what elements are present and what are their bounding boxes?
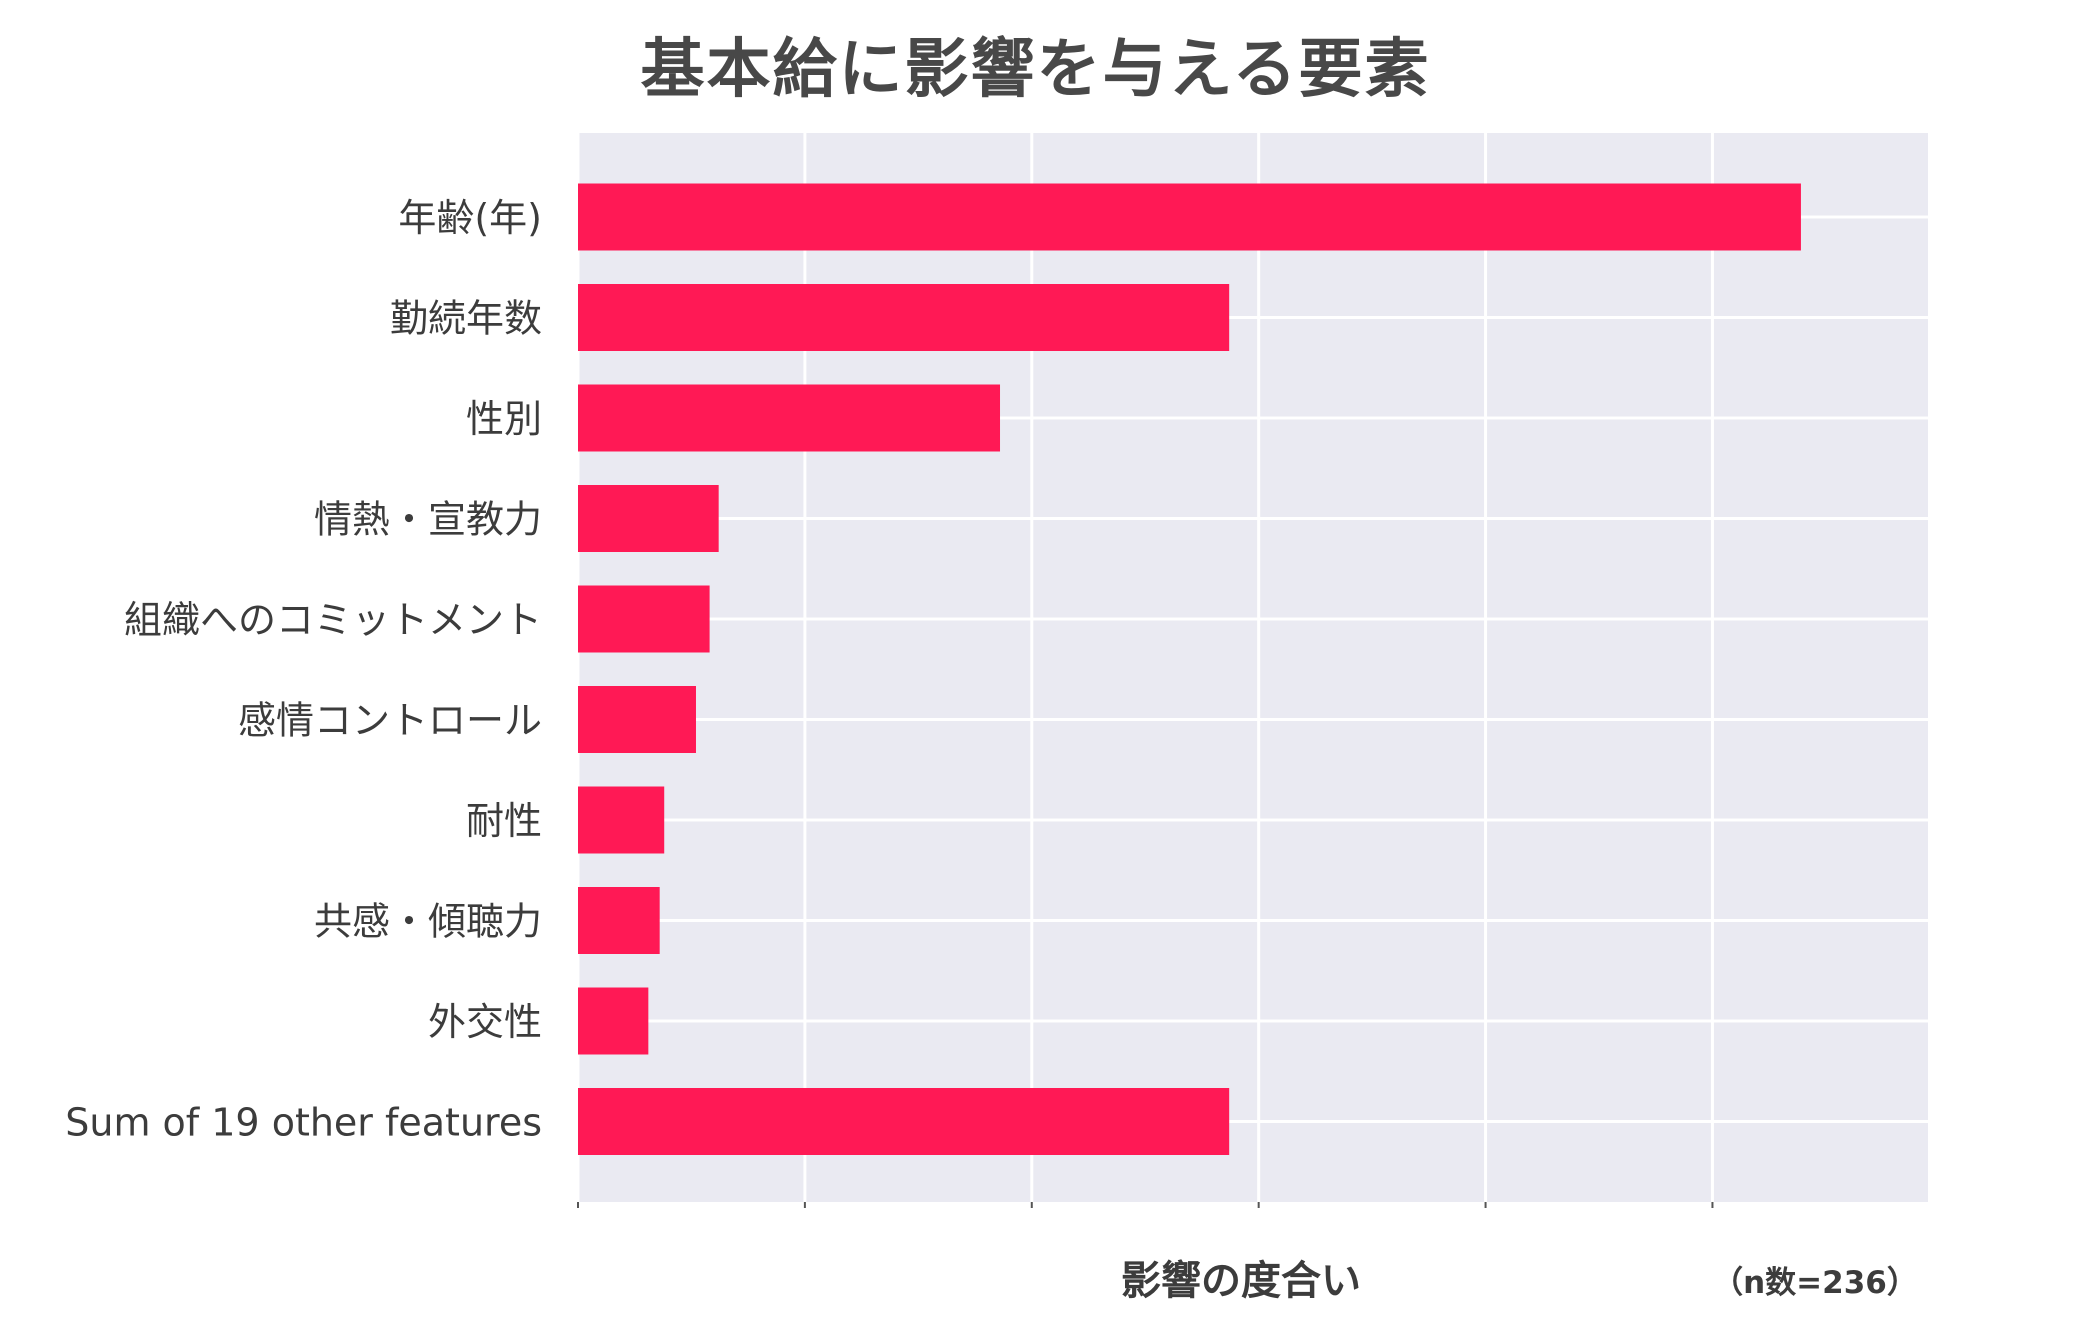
y-tick-label: 勤続年数 <box>390 297 542 341</box>
bar <box>578 183 1801 251</box>
y-tick-label: 組織へのコミットメント <box>124 598 542 642</box>
y-tick-label: 情熱・宣教力 <box>314 498 542 542</box>
bar <box>578 585 710 653</box>
bar <box>578 1088 1230 1155</box>
chart-title: 基本給に影響を与える要素 <box>640 33 1431 107</box>
y-tick-label: 共感・傾聴力 <box>314 900 542 944</box>
y-tick-label: 耐性 <box>466 799 542 843</box>
bar <box>578 987 649 1055</box>
sample-size-note: （n数=236） <box>1712 1265 1918 1301</box>
bar <box>578 384 1001 452</box>
bar <box>578 686 696 753</box>
y-tick-label: 性別 <box>466 397 542 441</box>
bar <box>578 887 660 954</box>
y-tick-label: Sum of 19 other features <box>65 1101 542 1145</box>
x-axis-label: 影響の度合い <box>1121 1258 1361 1304</box>
y-tick-label: 感情コントロール <box>238 699 542 743</box>
bar <box>578 284 1230 351</box>
y-tick-label: 年齢(年) <box>398 196 542 240</box>
bar <box>578 786 665 854</box>
bar <box>578 485 719 552</box>
y-tick-label: 外交性 <box>428 1000 542 1044</box>
